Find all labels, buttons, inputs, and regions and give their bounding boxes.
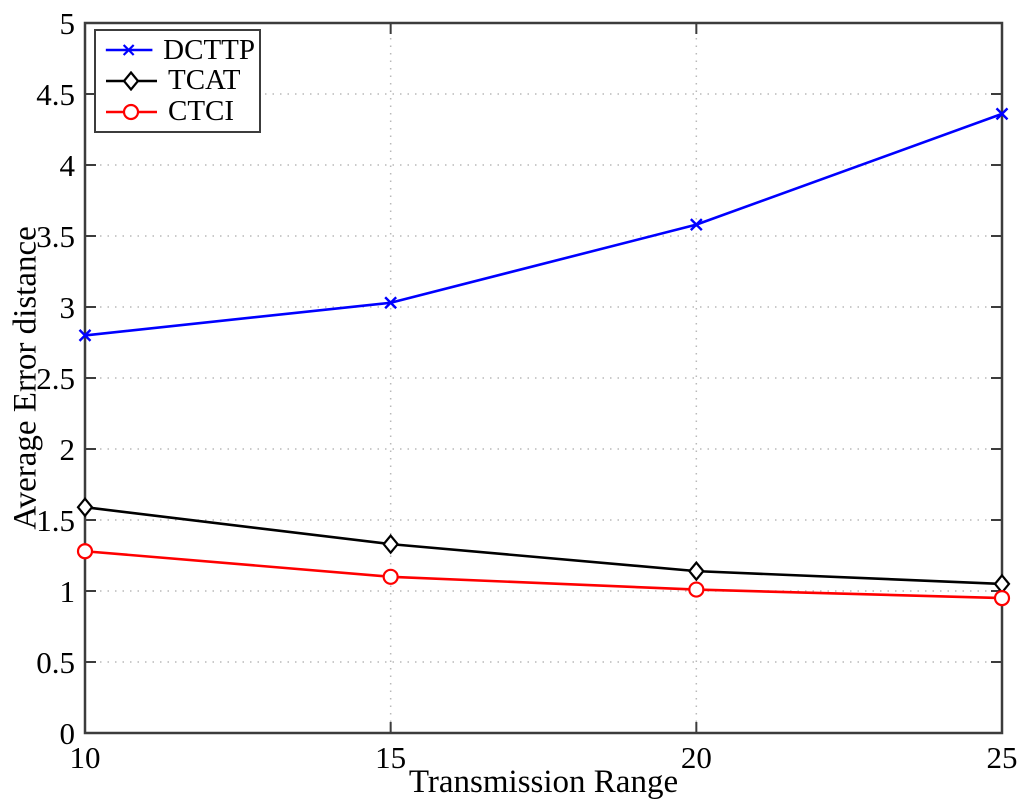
svg-text:15: 15	[375, 740, 406, 775]
svg-text:1.5: 1.5	[36, 503, 75, 538]
legend-item-ctci: CTCI	[104, 97, 255, 127]
svg-text:3.5: 3.5	[36, 219, 75, 254]
svg-text:4: 4	[60, 148, 76, 183]
legend-sample-diamond-marker-icon	[106, 70, 157, 91]
svg-text:2.5: 2.5	[36, 361, 75, 396]
svg-text:3: 3	[60, 290, 76, 325]
axes-box	[83, 21, 1004, 735]
x-axis-label: Transmission Range	[408, 764, 679, 800]
gridlines	[85, 23, 1002, 733]
svg-text:4.5: 4.5	[36, 77, 75, 112]
y-tick-labels: 0 0.5 1 1.5 2 2.5 3 3.5 4 4.5 5	[36, 6, 75, 751]
svg-text:0: 0	[60, 716, 76, 751]
legend-item-dcttp: DCTTP	[104, 35, 255, 65]
legend-label-dcttp: DCTTP	[163, 33, 255, 66]
legend-sample-x-marker-icon	[105, 44, 153, 57]
svg-text:20: 20	[681, 740, 712, 775]
svg-text:0.5: 0.5	[36, 645, 75, 680]
y-axis-label: Average Error distance	[7, 226, 44, 530]
series-TCAT	[76, 496, 1011, 595]
legend: DCTTP TCAT CTCI	[94, 29, 261, 133]
legend-sample-circle-marker-icon	[106, 103, 157, 120]
legend-label-tcat: TCAT	[168, 64, 241, 97]
x-tick-labels: 10 15 20 25	[70, 740, 1018, 775]
svg-text:2: 2	[60, 432, 76, 467]
series-DCTTP	[78, 107, 1009, 342]
svg-text:1: 1	[60, 574, 76, 609]
legend-label-ctci: CTCI	[168, 95, 235, 128]
series-CTCI	[76, 543, 1011, 607]
legend-item-tcat: TCAT	[104, 66, 255, 96]
svg-text:10: 10	[70, 740, 101, 775]
svg-text:5: 5	[60, 6, 76, 41]
svg-text:25: 25	[987, 740, 1018, 775]
